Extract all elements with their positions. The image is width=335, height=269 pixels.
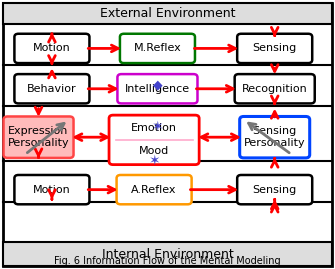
- FancyBboxPatch shape: [237, 34, 312, 63]
- FancyBboxPatch shape: [14, 175, 89, 204]
- Text: A.Reflex: A.Reflex: [131, 185, 177, 195]
- Text: Internal Environment: Internal Environment: [102, 248, 233, 261]
- FancyBboxPatch shape: [237, 175, 312, 204]
- Text: Behavior: Behavior: [27, 84, 77, 94]
- FancyBboxPatch shape: [109, 115, 199, 165]
- Text: Expression
Personality: Expression Personality: [8, 126, 69, 148]
- Text: Fig. 6 Information Flow of the Mental Modeling: Fig. 6 Information Flow of the Mental Mo…: [54, 256, 281, 266]
- FancyBboxPatch shape: [3, 242, 332, 266]
- FancyBboxPatch shape: [117, 175, 192, 204]
- Text: Intelligence: Intelligence: [125, 84, 190, 94]
- Text: ✶: ✶: [148, 154, 160, 168]
- Text: ◆: ◆: [153, 79, 162, 92]
- FancyBboxPatch shape: [3, 3, 332, 266]
- Text: Sensing
Personality: Sensing Personality: [244, 126, 306, 148]
- FancyBboxPatch shape: [240, 116, 310, 158]
- Text: Sensing: Sensing: [253, 185, 297, 195]
- Text: Sensing: Sensing: [253, 43, 297, 54]
- FancyBboxPatch shape: [117, 74, 197, 104]
- FancyBboxPatch shape: [14, 74, 89, 104]
- FancyBboxPatch shape: [14, 34, 89, 63]
- Text: External Environment: External Environment: [100, 7, 235, 20]
- FancyBboxPatch shape: [234, 74, 315, 104]
- Text: M.Reflex: M.Reflex: [134, 43, 181, 54]
- FancyBboxPatch shape: [4, 116, 74, 158]
- Text: ✶: ✶: [152, 119, 163, 133]
- Text: Motion: Motion: [33, 185, 71, 195]
- FancyBboxPatch shape: [3, 3, 332, 24]
- Text: Recognition: Recognition: [242, 84, 308, 94]
- Text: Motion: Motion: [33, 43, 71, 54]
- Text: Emotion

Mood: Emotion Mood: [131, 123, 177, 157]
- FancyBboxPatch shape: [120, 34, 195, 63]
